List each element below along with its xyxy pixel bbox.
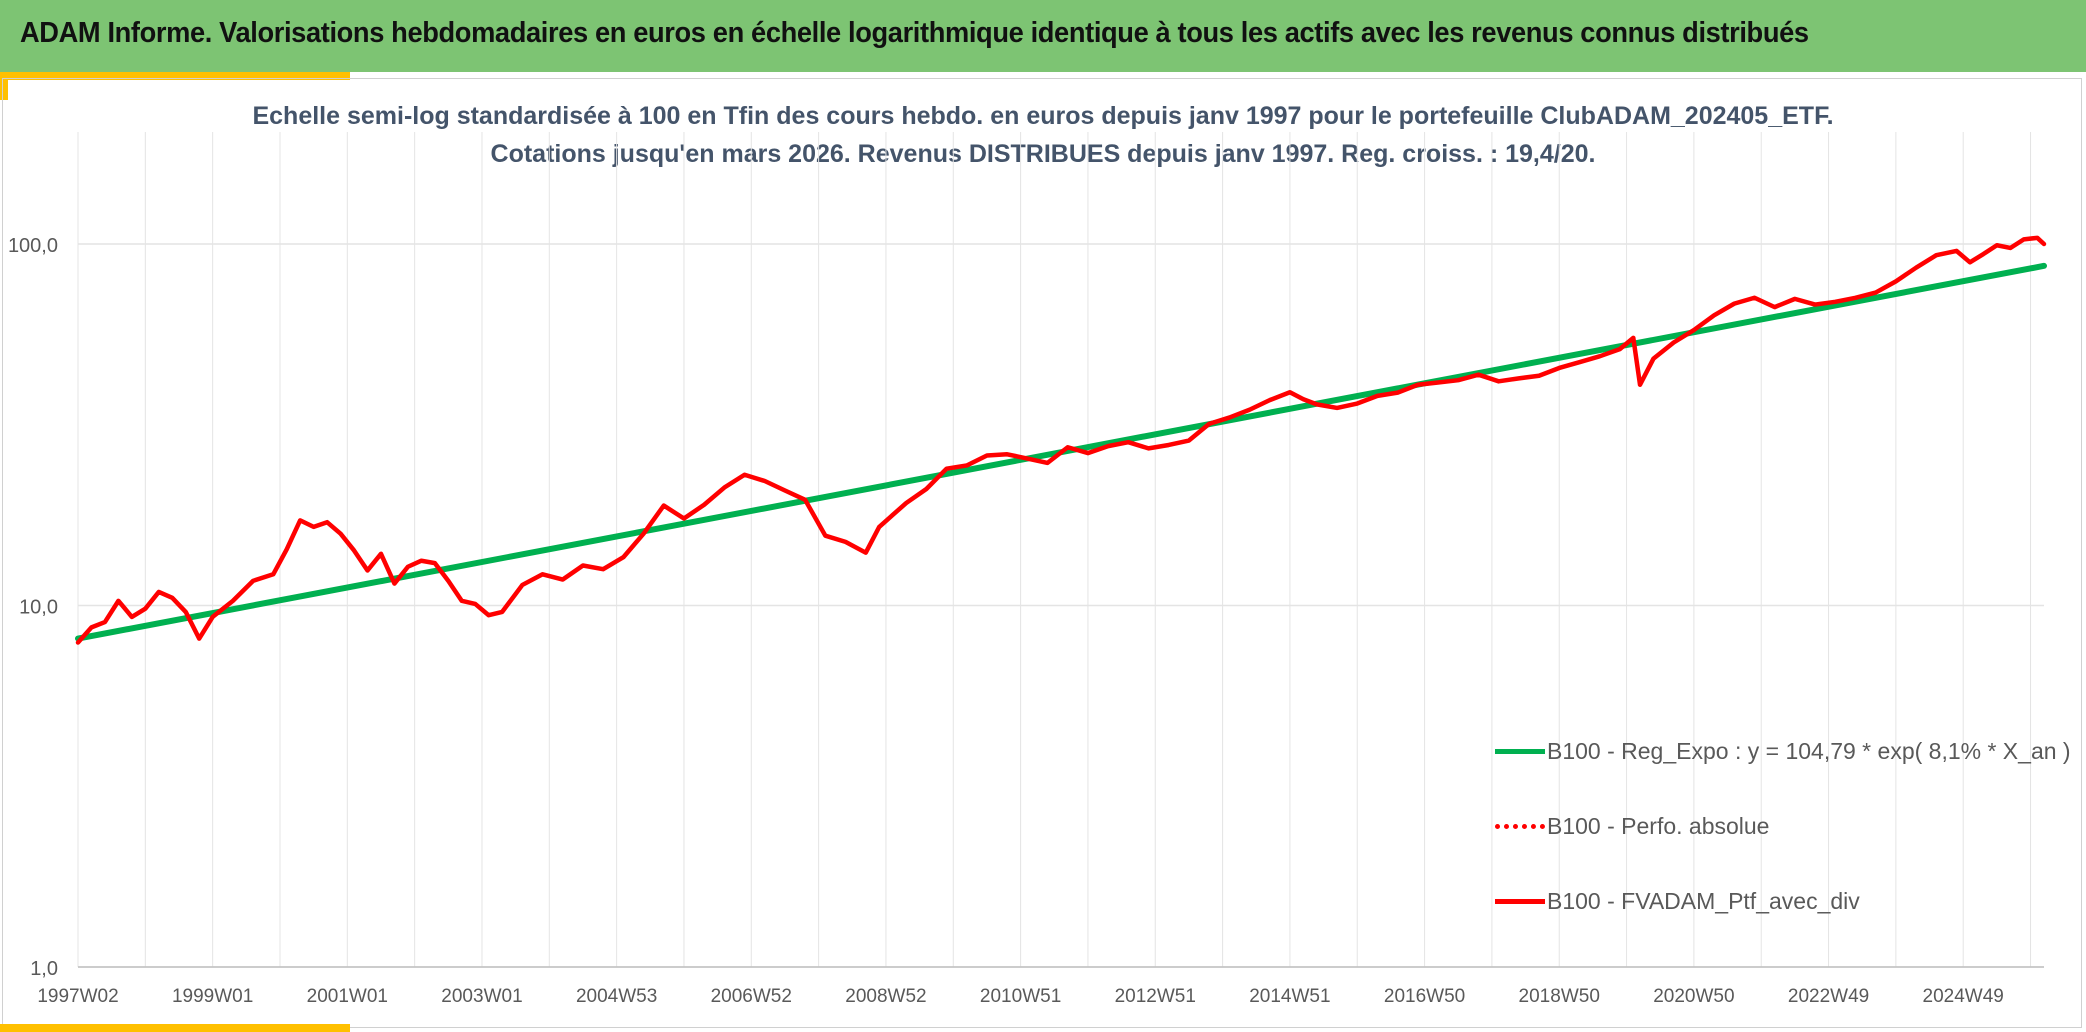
y-tick-label: 1,0: [30, 958, 58, 980]
x-tick-label: 2012W51: [1115, 986, 1196, 1007]
x-tick-label: 2004W53: [576, 986, 657, 1007]
x-tick-label: 2014W51: [1249, 986, 1330, 1007]
legend-swatch-regression: [1495, 748, 1545, 754]
x-tick-label: 2024W49: [1923, 986, 2004, 1007]
chart-title-line2: Cotations jusqu'en mars 2026. Revenus DI…: [490, 140, 1596, 168]
x-tick-label: 2016W50: [1384, 986, 1465, 1007]
chart-title-line1: Echelle semi-log standardisée à 100 en T…: [252, 102, 1834, 130]
legend-label-regression: B100 - Reg_Expo : y = 104,79 * exp( 8,1%…: [1547, 737, 2071, 764]
x-tick-label: 1999W01: [172, 986, 253, 1007]
header-banner: ADAM Informe. Valorisations hebdomadaire…: [0, 0, 2086, 72]
x-tick-label: 2003W01: [441, 986, 522, 1007]
y-tick-label: 100,0: [8, 235, 58, 257]
series-line-portfolio: [75, 235, 2047, 645]
accent-bar-left: [0, 72, 8, 100]
y-tick-label: 10,0: [19, 597, 58, 619]
x-tick-label: 2006W52: [711, 986, 792, 1007]
x-tick-label: 2022W49: [1788, 986, 1869, 1007]
legend-item-regression: B100 - Reg_Expo : y = 104,79 * exp( 8,1%…: [1495, 736, 2071, 766]
x-tick-label: 2018W50: [1519, 986, 1600, 1007]
legend-label-portfolio: B100 - FVADAM_Ptf_avec_div: [1547, 887, 1860, 914]
legend-label-perfo-absolue: B100 - Perfo. absolue: [1547, 812, 1770, 839]
x-tick-label: 2010W51: [980, 986, 1061, 1007]
x-tick-label: 2020W50: [1653, 986, 1734, 1007]
legend-swatch-perfo-absolue: [1495, 823, 1545, 829]
legend-item-portfolio: B100 - FVADAM_Ptf_avec_div: [1495, 886, 1860, 916]
x-tick-label: 2001W01: [307, 986, 388, 1007]
legend-swatch-portfolio: [1495, 898, 1545, 904]
accent-bar-top: [0, 72, 350, 80]
x-tick-label: 1997W02: [37, 986, 118, 1007]
legend-item-perfo-absolue: B100 - Perfo. absolue: [1495, 811, 1769, 841]
accent-bar-bottom: [0, 1024, 350, 1032]
chart-frame: [2, 78, 2082, 1028]
x-tick-label: 2008W52: [845, 986, 926, 1007]
page-title: ADAM Informe. Valorisations hebdomadaire…: [20, 17, 1809, 49]
